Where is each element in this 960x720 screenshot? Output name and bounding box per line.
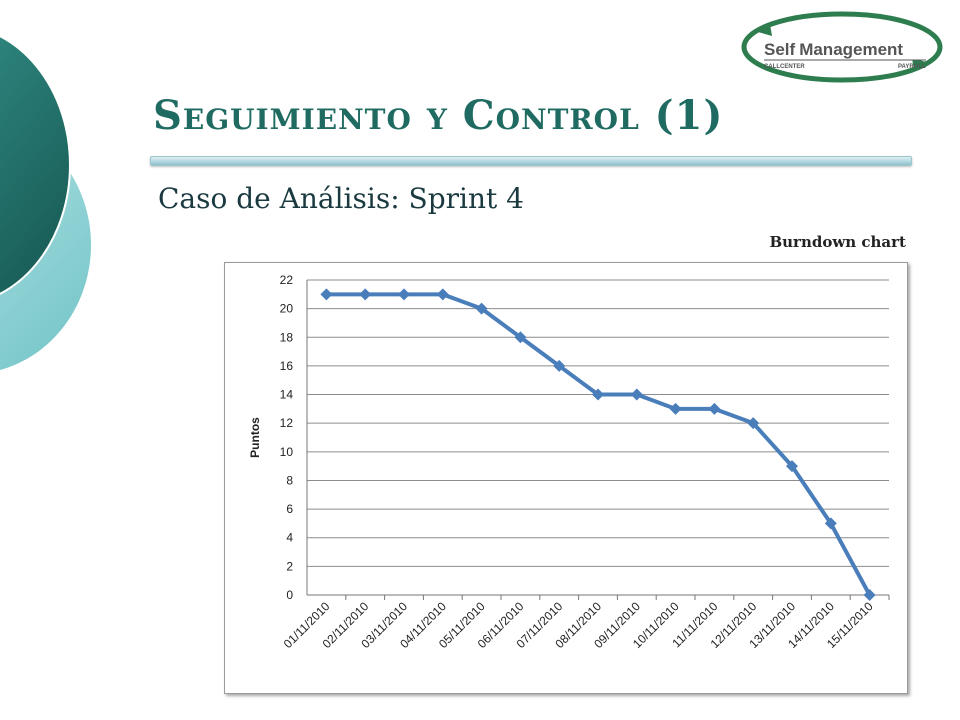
data-point-marker [514, 331, 527, 344]
data-point-marker [553, 359, 566, 372]
deco-dark-ellipse [0, 35, 71, 295]
logo-text-self: Self [764, 40, 796, 59]
selfmanagement-logo: Self Management CALLCENTER PAYROLL [741, 11, 943, 83]
data-point-marker [824, 517, 837, 530]
decorative-side-shapes [0, 35, 93, 373]
y-tick-label: 10 [280, 445, 294, 459]
y-axis-label: Puntos [248, 417, 262, 458]
chart-caption: Burndown chart [769, 233, 906, 251]
data-point-marker [630, 388, 643, 401]
y-tick-label: 20 [280, 302, 294, 316]
y-tick-label: 18 [280, 330, 294, 344]
data-point-marker [359, 288, 372, 301]
y-tick-label: 22 [280, 273, 294, 287]
logo-text-payroll: PAYROLL [898, 64, 926, 70]
series-line [326, 292, 872, 596]
y-tick-label: 14 [280, 388, 294, 402]
data-point-marker [320, 288, 333, 301]
logo-text-callcenter: CALLCENTER [764, 64, 805, 70]
data-point-marker [786, 460, 798, 473]
y-tick-label: 12 [280, 416, 294, 430]
data-point-marker [475, 302, 488, 315]
data-point-marker [669, 402, 682, 415]
y-tick-label: 8 [286, 473, 293, 487]
chart-frame: 0 2 4 6 8 10 12 14 16 18 20 22 01/11/2010 02/11/2010 0… [224, 262, 908, 694]
y-tick-label: 0 [286, 588, 293, 602]
data-point-marker [436, 288, 449, 301]
y-tick-label: 2 [286, 559, 293, 573]
burndown-chart: 024681012141618202201/11/201002/11/20100… [248, 273, 890, 651]
title-underline-bar [150, 156, 912, 166]
data-point-marker [747, 417, 760, 430]
data-point-marker [398, 288, 410, 301]
slide-title: Seguimiento y Control (1) [153, 92, 724, 139]
slide-subtitle: Caso de Análisis: Sprint 4 [158, 182, 524, 215]
data-point-marker [592, 388, 604, 401]
logo-text-management: Management [799, 40, 903, 59]
y-tick-label: 16 [280, 359, 294, 373]
data-point-marker [863, 589, 876, 601]
y-tick-label: 4 [286, 531, 293, 545]
data-point-marker [708, 402, 721, 415]
y-tick-label: 6 [286, 502, 293, 516]
